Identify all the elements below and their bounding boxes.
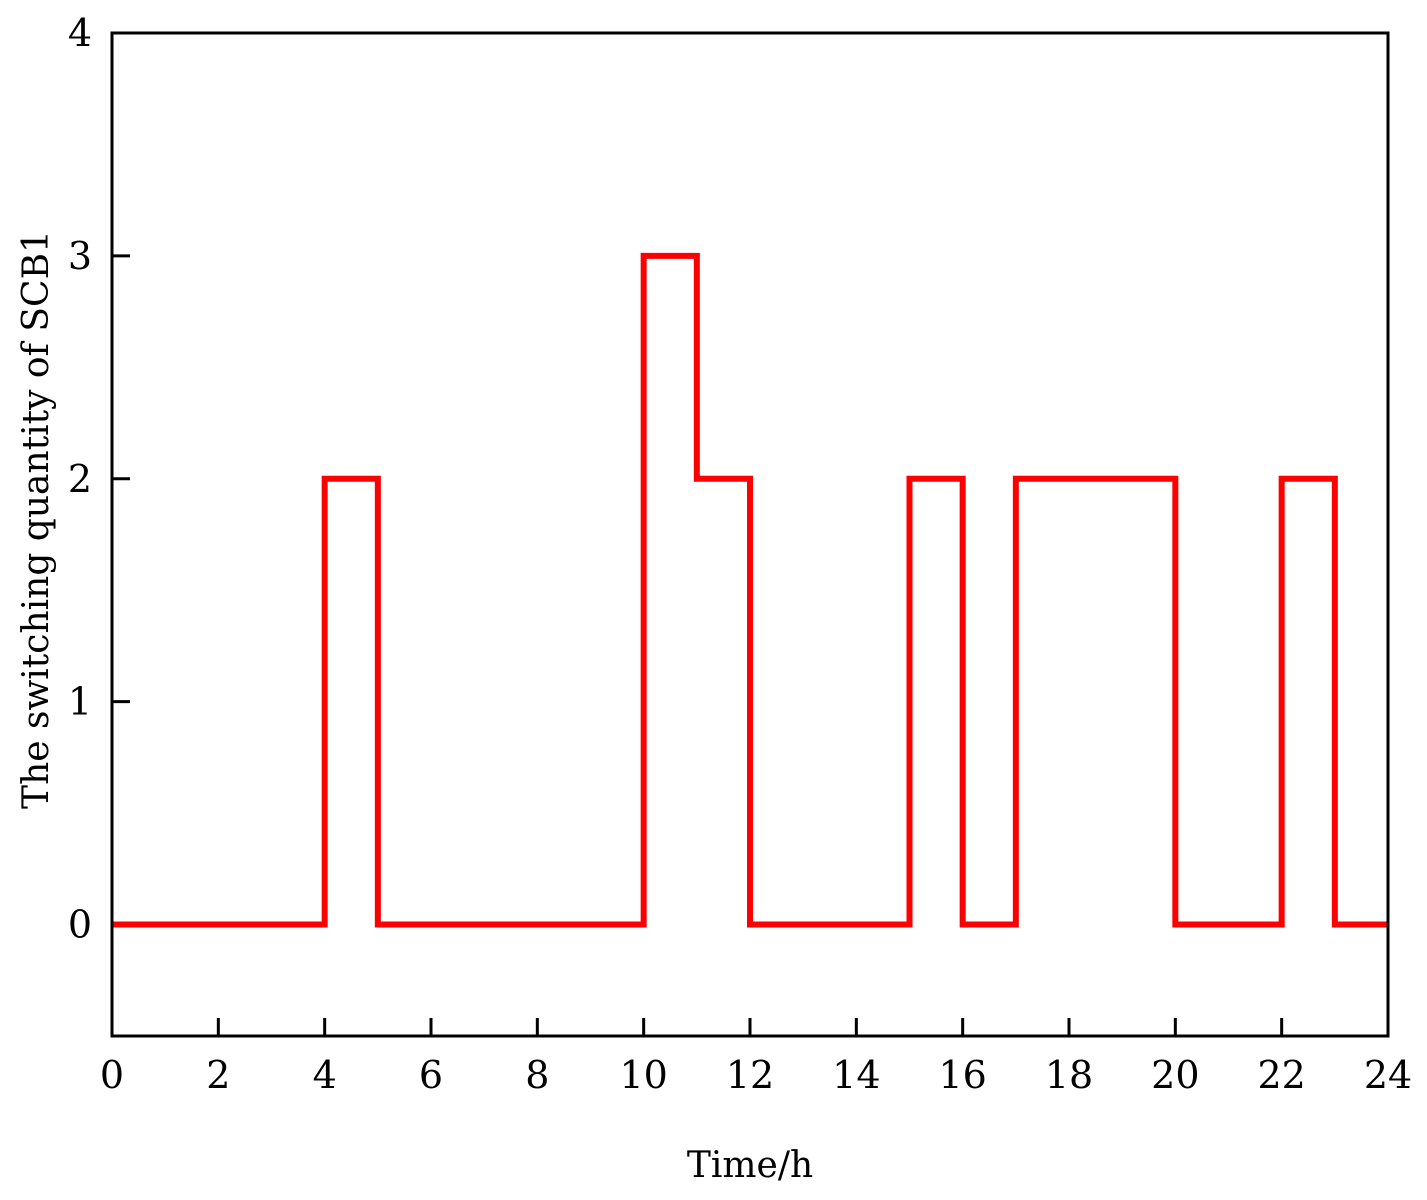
x-tick-label: 20 bbox=[1151, 1053, 1199, 1097]
plot-frame bbox=[110, 31, 1390, 1038]
series-line-0 bbox=[112, 252, 1388, 928]
x-tick-label: 8 bbox=[525, 1053, 549, 1097]
y-axis-label: The switching quantity of SCB1 bbox=[16, 230, 57, 809]
y-tick-label: 3 bbox=[68, 234, 92, 278]
x-tick-label: 14 bbox=[832, 1053, 880, 1097]
y-tick-label: 2 bbox=[68, 457, 92, 501]
x-tick-label: 22 bbox=[1257, 1053, 1305, 1097]
x-tick-label: 18 bbox=[1045, 1053, 1093, 1097]
x-tick-label: 12 bbox=[726, 1053, 774, 1097]
x-tick-label: 0 bbox=[100, 1053, 124, 1097]
y-tick-label: 1 bbox=[68, 680, 92, 724]
x-tick-label: 4 bbox=[313, 1053, 337, 1097]
x-tick-label: 24 bbox=[1364, 1053, 1412, 1097]
x-axis-label: Time/h bbox=[687, 1145, 813, 1186]
y-tick-label: 4 bbox=[68, 11, 92, 55]
y-tick-label: 0 bbox=[68, 903, 92, 947]
x-tick-label: 16 bbox=[938, 1053, 986, 1097]
x-tick-label: 10 bbox=[619, 1053, 667, 1097]
series-layer bbox=[112, 252, 1388, 928]
x-tick-label: 2 bbox=[206, 1053, 230, 1097]
x-tick-label: 6 bbox=[419, 1053, 443, 1097]
